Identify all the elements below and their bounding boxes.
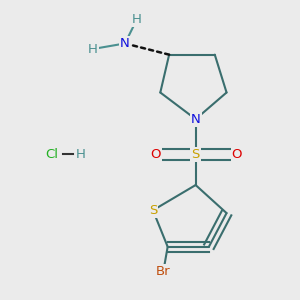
Text: S: S [191, 148, 200, 161]
Text: H: H [88, 43, 98, 56]
Text: Cl: Cl [45, 148, 58, 161]
Text: O: O [232, 148, 242, 161]
Text: Br: Br [156, 266, 171, 278]
Text: N: N [120, 37, 130, 50]
Text: N: N [191, 113, 200, 126]
Text: H: H [132, 13, 142, 26]
Text: S: S [149, 204, 157, 217]
Text: O: O [151, 148, 161, 161]
Text: H: H [76, 148, 86, 161]
